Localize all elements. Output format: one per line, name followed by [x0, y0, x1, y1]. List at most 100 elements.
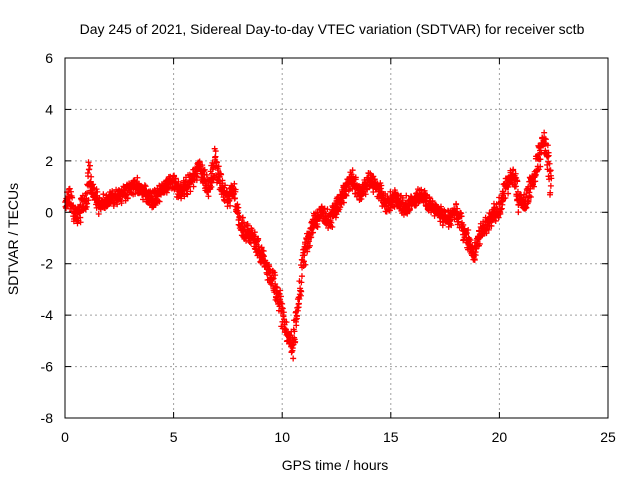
data-point-marker	[246, 239, 253, 246]
data-point-marker	[124, 195, 131, 202]
data-point-marker	[544, 142, 551, 149]
data-point-marker	[337, 204, 344, 211]
data-point-marker	[279, 300, 286, 307]
data-point-marker	[308, 234, 315, 241]
data-point-marker	[526, 192, 533, 199]
data-point-marker	[547, 189, 554, 196]
data-point-marker	[239, 214, 246, 221]
data-point-marker	[277, 287, 284, 294]
data-point-marker	[88, 173, 95, 180]
data-point-marker	[77, 219, 84, 226]
data-point-marker	[514, 178, 521, 185]
data-point-marker	[399, 194, 406, 201]
x-tick-label: 5	[170, 429, 178, 445]
data-point-marker	[215, 163, 222, 170]
data-point-marker	[458, 213, 465, 220]
data-point-marker	[547, 167, 554, 174]
data-point-marker	[260, 248, 267, 255]
data-point-marker	[333, 211, 340, 218]
data-point-marker	[301, 252, 308, 259]
data-point-marker	[244, 222, 251, 229]
data-point-marker	[403, 192, 410, 199]
data-point-marker	[270, 275, 277, 282]
data-point-marker	[349, 167, 356, 174]
data-point-marker	[141, 182, 148, 189]
data-point-marker	[95, 211, 102, 218]
x-tick-label: 10	[274, 429, 290, 445]
data-point-marker	[283, 319, 290, 326]
data-point-marker	[460, 221, 467, 228]
data-point-marker	[172, 175, 179, 182]
data-point-marker	[66, 185, 73, 192]
data-point-marker	[467, 237, 474, 244]
data-point-marker	[258, 244, 265, 251]
data-point-marker	[545, 152, 552, 159]
data-point-marker	[461, 225, 468, 232]
data-point-marker	[298, 279, 305, 286]
data-point-marker	[514, 188, 521, 195]
data-point-marker	[232, 186, 239, 193]
data-point-marker	[266, 263, 273, 270]
data-point-marker	[466, 235, 473, 242]
y-tick-label: -2	[41, 256, 54, 272]
data-point-marker	[541, 129, 548, 136]
data-point-marker	[502, 195, 509, 202]
data-point-marker	[340, 199, 347, 206]
data-point-marker	[352, 174, 359, 181]
y-axis-label: SDTVAR / TECUs	[5, 183, 21, 295]
data-point-marker	[201, 166, 208, 173]
y-tick-label: 4	[45, 101, 53, 117]
data-point-marker	[227, 202, 234, 209]
data-point-marker	[212, 148, 219, 155]
data-point-marker	[293, 313, 300, 320]
y-tick-label: 6	[45, 50, 53, 66]
data-point-marker	[236, 213, 243, 220]
data-point-marker	[454, 205, 461, 212]
data-point-marker	[222, 182, 229, 189]
data-point-marker	[69, 194, 76, 201]
data-point-marker	[429, 197, 436, 204]
data-point-marker	[306, 238, 313, 245]
data-point-marker	[547, 182, 554, 189]
data-point-marker	[302, 261, 309, 268]
data-point-marker	[70, 202, 77, 209]
data-point-marker	[194, 170, 201, 177]
data-point-marker	[512, 183, 519, 190]
data-point-marker	[292, 338, 299, 345]
data-point-marker	[343, 192, 350, 199]
data-points	[62, 129, 555, 362]
data-point-marker	[85, 159, 92, 166]
data-point-marker	[240, 219, 247, 226]
y-tick-label: -6	[41, 359, 54, 375]
data-point-marker	[362, 191, 369, 198]
data-point-marker	[259, 251, 266, 258]
axis-ticks: 0 5 10 15 20 25 -8 -6 -4 -2 0 2 4 6	[41, 50, 616, 445]
data-point-marker	[290, 355, 297, 362]
data-point-marker	[537, 156, 544, 163]
data-point-marker	[279, 305, 286, 312]
data-point-marker	[94, 188, 101, 195]
data-point-marker	[274, 284, 281, 291]
data-point-marker	[288, 348, 295, 355]
data-point-marker	[199, 162, 206, 169]
data-point-marker	[86, 166, 93, 173]
data-point-marker	[406, 205, 413, 212]
data-point-marker	[463, 229, 470, 236]
data-point-marker	[255, 235, 262, 242]
data-point-marker	[234, 201, 241, 208]
data-point-marker	[85, 197, 92, 204]
data-point-marker	[212, 153, 219, 160]
data-point-marker	[298, 273, 305, 280]
data-point-marker	[453, 200, 460, 207]
data-point-marker	[114, 201, 121, 208]
data-point-marker	[234, 210, 241, 217]
data-point-marker	[505, 183, 512, 190]
data-point-marker	[476, 240, 483, 247]
data-point-marker	[485, 226, 492, 233]
data-point-marker	[280, 309, 287, 316]
data-point-marker	[537, 163, 544, 170]
data-point-marker	[322, 210, 329, 217]
data-point-marker	[314, 223, 321, 230]
data-point-marker	[304, 248, 311, 255]
